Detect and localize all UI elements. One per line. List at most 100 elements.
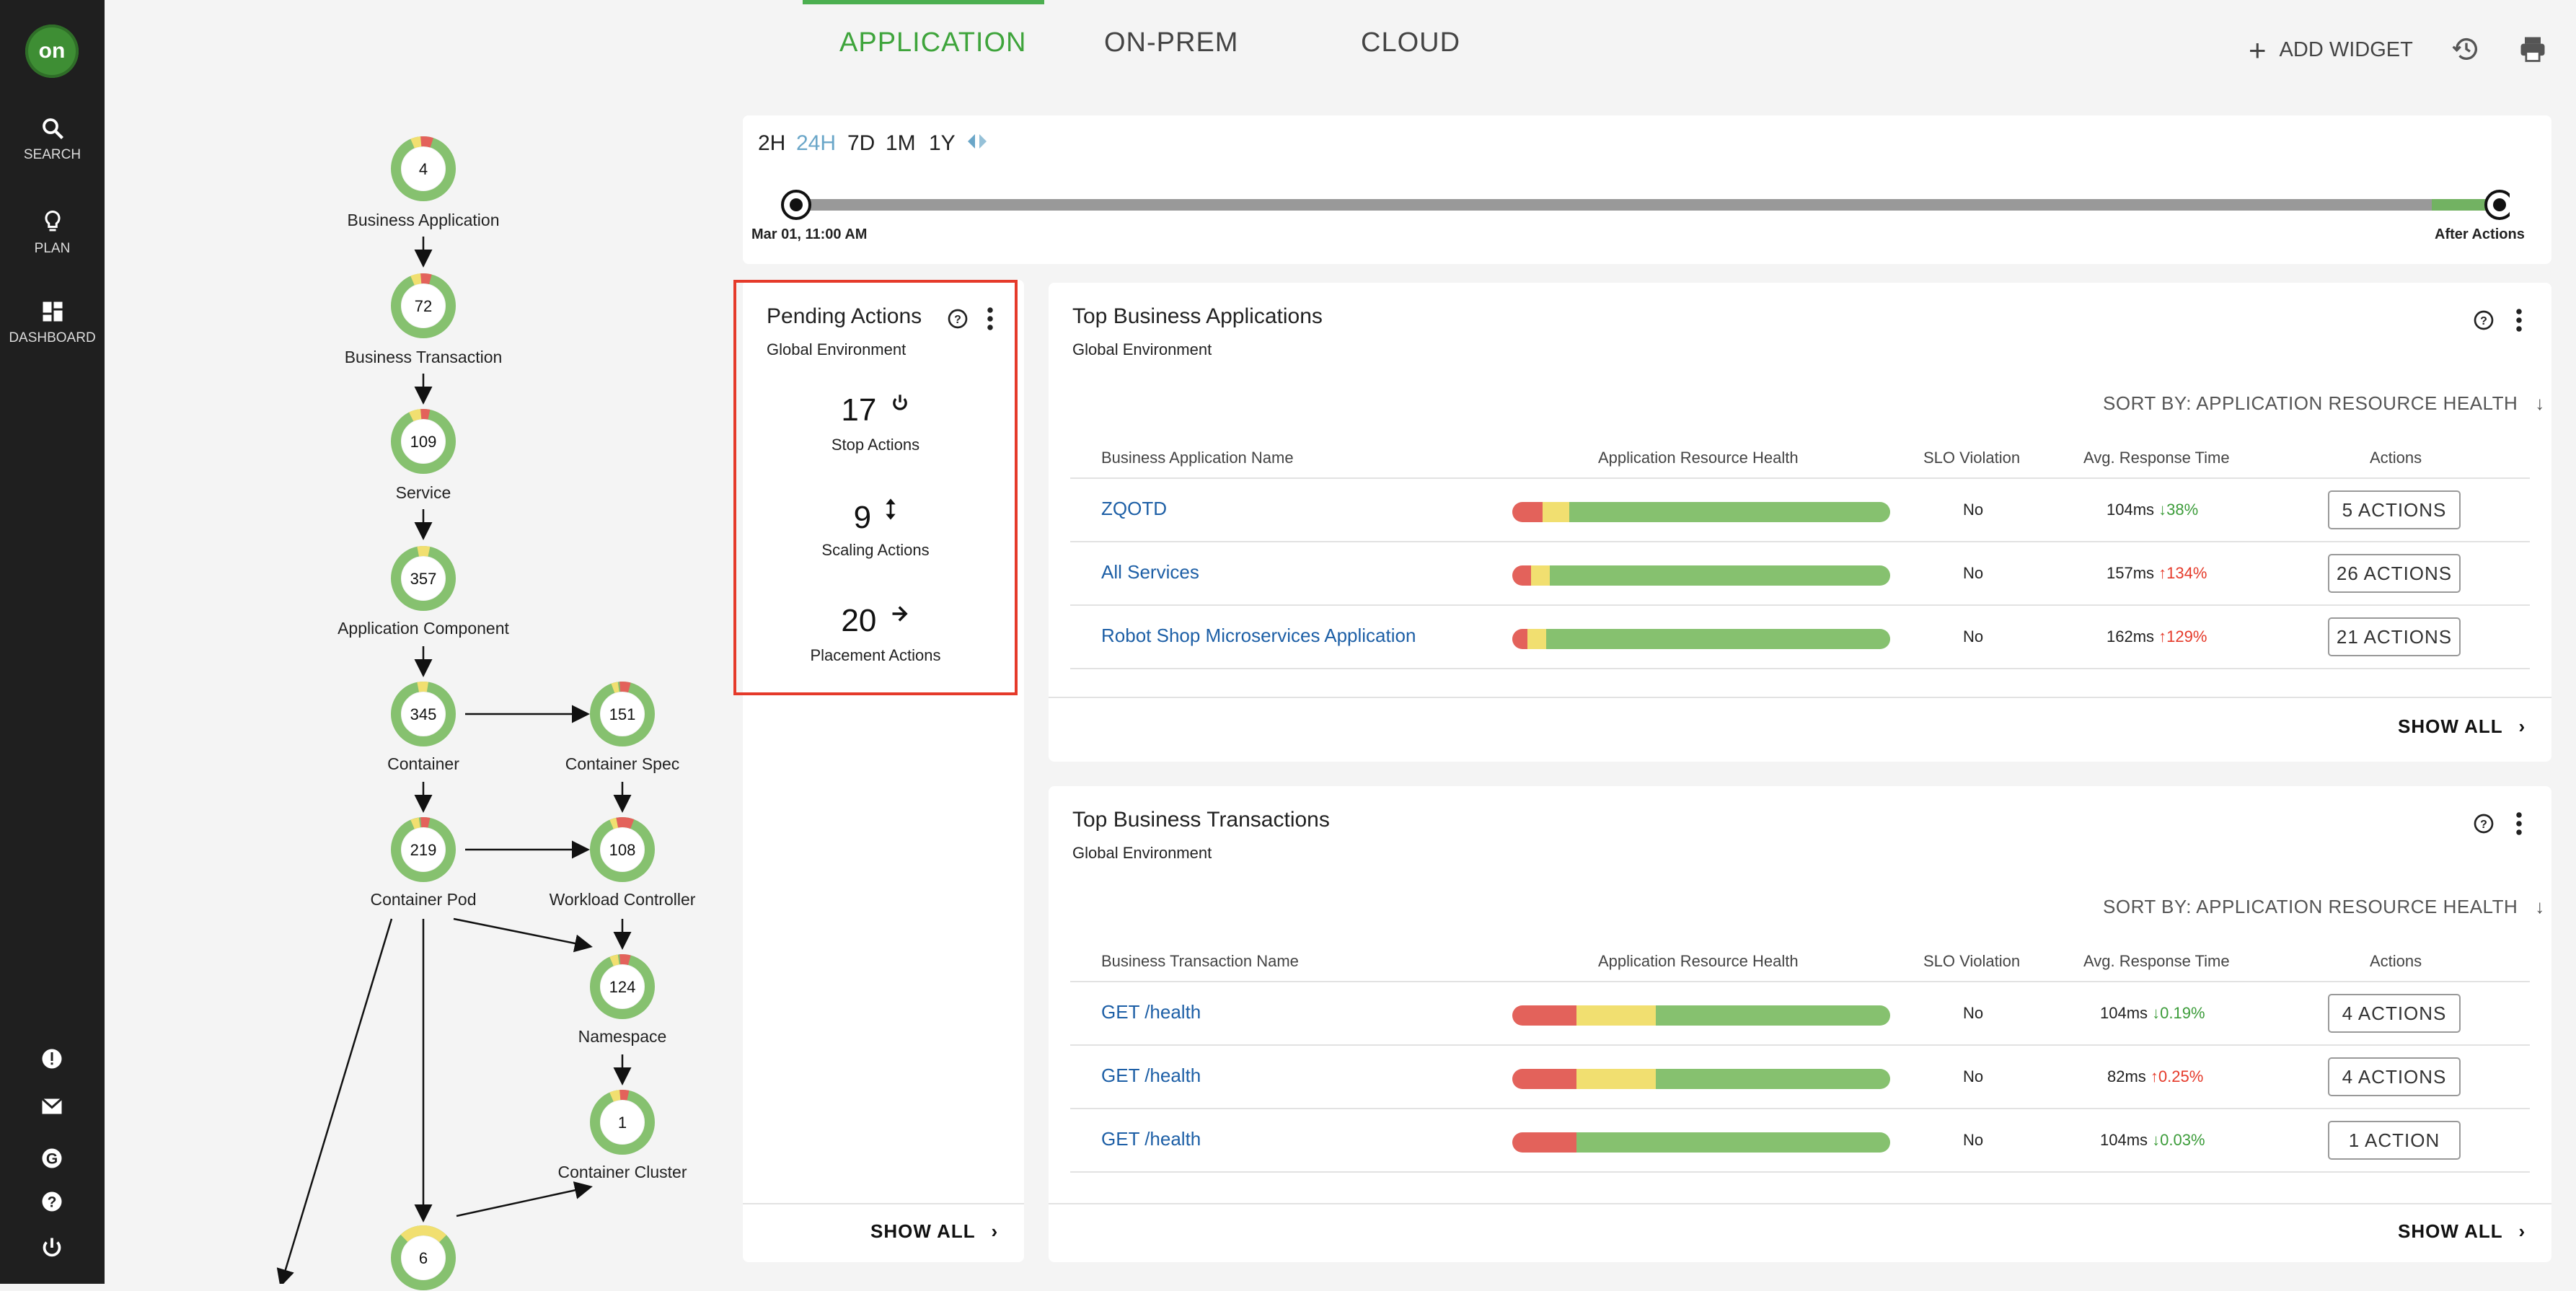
- app-logo[interactable]: on: [25, 25, 79, 78]
- top-apps-show-all-button[interactable]: SHOW ALL ›: [2398, 715, 2526, 738]
- trend-pct: 0.25%: [2158, 1067, 2204, 1085]
- tab-application[interactable]: APPLICATION: [839, 27, 1027, 58]
- node-donut-container-spec[interactable]: 151: [589, 681, 656, 747]
- divider: [1070, 1044, 2530, 1046]
- range-1y[interactable]: 1Y: [929, 131, 956, 155]
- help-icon[interactable]: ?: [39, 1189, 65, 1215]
- mail-icon[interactable]: [39, 1093, 65, 1119]
- actions-button[interactable]: 26 ACTIONS: [2328, 554, 2461, 593]
- arrow-right-icon: [892, 606, 908, 622]
- col-head-name: Business Transaction Name: [1101, 952, 1299, 970]
- google-icon[interactable]: G: [39, 1145, 65, 1171]
- stop-actions-count[interactable]: 17: [733, 392, 1018, 428]
- actions-button[interactable]: 4 ACTIONS: [2328, 994, 2461, 1033]
- node-donut-namespace[interactable]: 124: [589, 953, 656, 1020]
- show-all-label: SHOW ALL: [2398, 715, 2503, 737]
- tab-cloud[interactable]: CLOUD: [1361, 27, 1461, 58]
- node-donut-business-application[interactable]: 4: [390, 136, 456, 202]
- divider: [1070, 1171, 2530, 1173]
- health-bar: [1512, 1005, 1890, 1026]
- add-widget-label: ADD WIDGET: [2279, 38, 2413, 61]
- app-row-name-link[interactable]: All Services: [1101, 561, 1199, 583]
- range-24h[interactable]: 24H: [796, 131, 837, 155]
- trend-down-icon: ↓: [2158, 501, 2167, 519]
- range-1m[interactable]: 1M: [886, 131, 916, 155]
- top-tx-sort-selector[interactable]: SORT BY: APPLICATION RESOURCE HEALTH ↓: [2103, 896, 2545, 918]
- sidebar-item-plan[interactable]: PLAN: [0, 208, 105, 257]
- show-all-label: SHOW ALL: [870, 1220, 976, 1242]
- actions-button[interactable]: 5 ACTIONS: [2328, 490, 2461, 529]
- chevron-right-icon: ›: [2518, 715, 2526, 737]
- node-donut-workload-controller[interactable]: 108: [589, 816, 656, 883]
- col-head-name: Business Application Name: [1101, 449, 1294, 467]
- sidebar-item-search[interactable]: SEARCH: [0, 115, 105, 163]
- sidebar-item-label: PLAN: [34, 241, 71, 256]
- top-tx-show-all-button[interactable]: SHOW ALL ›: [2398, 1220, 2526, 1243]
- node-label: Business Transaction: [344, 348, 503, 366]
- health-bar: [1512, 565, 1890, 586]
- node-count: 357: [410, 570, 437, 588]
- alert-icon[interactable]: [39, 1046, 65, 1072]
- range-step-arrows-icon[interactable]: [965, 131, 989, 151]
- trend-up-icon: ↑: [2158, 564, 2167, 582]
- tab-on-prem[interactable]: ON-PREM: [1104, 27, 1239, 58]
- col-head-actions: Actions: [2370, 449, 2422, 467]
- pending-show-all-button[interactable]: SHOW ALL ›: [870, 1220, 998, 1243]
- arrow-down-icon: ↓: [2535, 896, 2545, 917]
- node-label: Container Spec: [565, 754, 680, 773]
- actions-button[interactable]: 4 ACTIONS: [2328, 1057, 2461, 1096]
- more-vertical-icon[interactable]: [2510, 811, 2528, 837]
- resp-ms: 157ms: [2107, 564, 2155, 582]
- help-icon[interactable]: ?: [2472, 309, 2495, 332]
- print-icon[interactable]: [2517, 33, 2549, 65]
- tx-row-name-link[interactable]: GET /health: [1101, 1001, 1201, 1023]
- node-count: 6: [419, 1249, 428, 1267]
- col-head-slo: SLO Violation: [1923, 449, 2021, 467]
- tx-row-name-link[interactable]: GET /health: [1101, 1128, 1201, 1150]
- divider: [1070, 604, 2530, 606]
- placement-actions-number: 20: [841, 603, 877, 638]
- help-icon[interactable]: ?: [2472, 812, 2495, 835]
- actions-button[interactable]: 1 ACTION: [2328, 1121, 2461, 1160]
- node-count: 124: [609, 978, 636, 996]
- sort-label: SORT BY: APPLICATION RESOURCE HEALTH: [2103, 392, 2518, 414]
- app-row-name-link[interactable]: ZQOTD: [1101, 498, 1167, 519]
- scaling-actions-count[interactable]: 9: [733, 498, 1018, 536]
- top-apps-sort-selector[interactable]: SORT BY: APPLICATION RESOURCE HEALTH ↓: [2103, 392, 2545, 415]
- top-tx-title: Top Business Transactions: [1072, 808, 1330, 832]
- placement-actions-label: Placement Actions: [810, 646, 941, 664]
- timeline-slider[interactable]: [779, 189, 2510, 221]
- app-row-name-link[interactable]: Robot Shop Microservices Application: [1101, 625, 1416, 646]
- response-time: 82ms ↑0.25%: [2107, 1067, 2203, 1086]
- node-donut-container-pod[interactable]: 219: [390, 816, 456, 883]
- more-vertical-icon[interactable]: [2510, 307, 2528, 333]
- node-count: 151: [609, 705, 636, 723]
- placement-actions-count[interactable]: 20: [733, 603, 1018, 639]
- node-donut-business-transaction[interactable]: 72: [390, 273, 456, 339]
- power-icon[interactable]: [39, 1235, 65, 1261]
- tx-row-name-link[interactable]: GET /health: [1101, 1065, 1201, 1086]
- range-2h[interactable]: 2H: [758, 131, 786, 155]
- node-donut-partial[interactable]: 6: [390, 1225, 456, 1291]
- add-widget-button[interactable]: + ADD WIDGET: [2249, 33, 2413, 68]
- history-icon[interactable]: [2452, 35, 2481, 63]
- node-donut-application-component[interactable]: 357: [390, 545, 456, 612]
- node-label: Container Cluster: [557, 1163, 687, 1181]
- node-donut-service[interactable]: 109: [390, 408, 456, 475]
- more-vertical-icon[interactable]: [981, 306, 1000, 332]
- col-head-response: Avg. Response Time: [2083, 449, 2230, 467]
- stop-actions-number: 17: [841, 392, 877, 428]
- timeline-end-label: After Actions: [2435, 226, 2525, 242]
- resp-ms: 104ms: [2107, 501, 2155, 519]
- actions-button[interactable]: 21 ACTIONS: [2328, 617, 2461, 656]
- node-label: Service: [395, 483, 451, 502]
- range-7d[interactable]: 7D: [847, 131, 875, 155]
- node-donut-container-cluster[interactable]: 1: [589, 1089, 656, 1155]
- diagram-edges: [276, 237, 632, 1284]
- slo-value: No: [1963, 1131, 1984, 1149]
- node-donut-container[interactable]: 345: [390, 681, 456, 747]
- trend-pct: 38%: [2166, 501, 2199, 519]
- sidebar-item-dashboard[interactable]: DASHBOARD: [0, 299, 105, 346]
- help-icon[interactable]: ?: [946, 307, 969, 330]
- chevron-right-icon: ›: [2518, 1220, 2526, 1242]
